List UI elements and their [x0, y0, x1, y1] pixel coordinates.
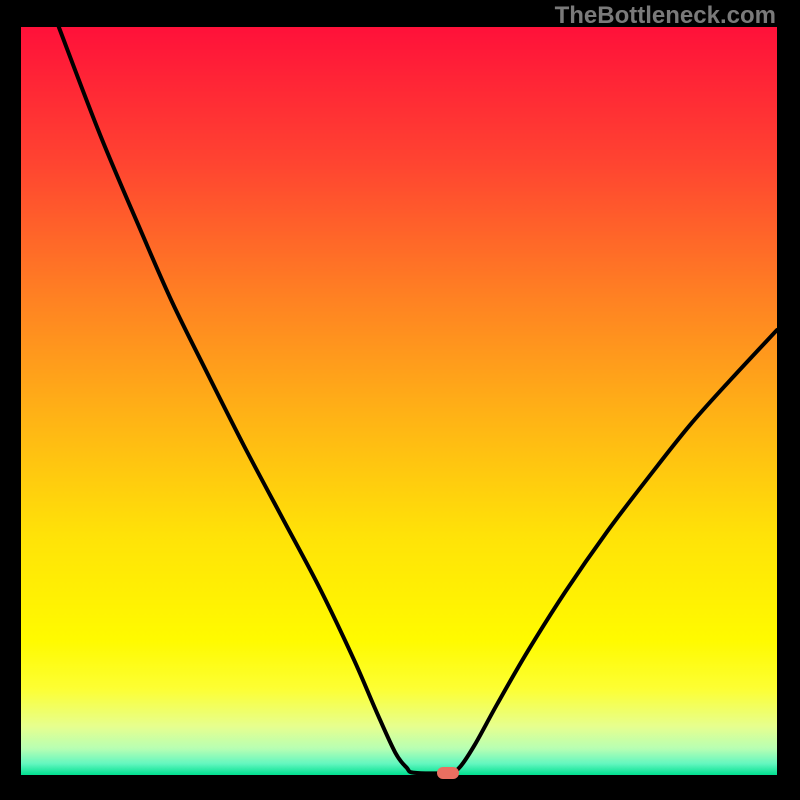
plot-area — [21, 27, 777, 775]
bottleneck-curve — [59, 27, 777, 773]
sweet-spot-marker — [437, 767, 459, 779]
curve-svg — [21, 27, 777, 775]
watermark-label: TheBottleneck.com — [555, 2, 776, 30]
chart-container: TheBottleneck.com — [0, 0, 800, 800]
